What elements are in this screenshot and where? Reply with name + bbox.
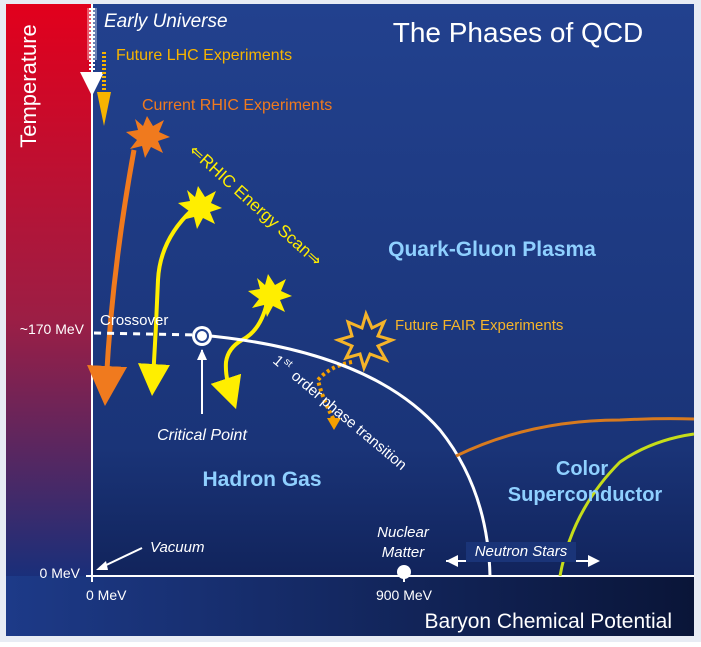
color-superconductor-line1: Color [556,458,608,480]
csc-boundary-line [455,417,695,458]
neutron-stars-right-arrow-icon [588,555,600,567]
energy-scan-trajectory-2 [210,297,270,410]
lhc-arrowhead [97,92,111,126]
x-tick-label-900: 900 MeV [376,587,433,603]
nuclear-matter-marker-icon [397,565,411,579]
crossover-label: Crossover [100,312,168,329]
energy-scan-trajectory-1 [137,208,194,396]
fair-arrowhead [327,418,341,430]
diagram-title: The Phases of QCD [393,17,644,48]
current-rhic-label: Current RHIC Experiments [142,97,332,114]
rhic-starburst-icon [126,116,170,158]
early-universe-label: Early Universe [104,11,228,32]
energy-scan-starburst-2-icon [248,274,292,317]
future-lhc-label: Future LHC Experiments [116,47,292,64]
energy-scan-starburst-1-icon [178,186,222,229]
x-tick-label-0: 0 MeV [86,587,127,603]
crossover-line [93,331,201,337]
color-superconductor-line2: Superconductor [508,484,663,506]
quark-gluon-plasma-label: Quark-Gluon Plasma [388,238,596,261]
critical-point-label: Critical Point [157,427,247,444]
y-tick-label-170: ~170 MeV [20,321,85,337]
critical-point-pointer-head [197,349,207,360]
neutron-stars-label-bg [466,542,576,562]
nuclear-matter-line1: Nuclear [377,524,430,541]
x-axis-label: Baryon Chemical Potential [425,610,672,633]
critical-point-marker-icon [192,326,212,346]
temperature-bar [6,4,92,576]
fair-starburst-icon [333,309,397,373]
first-order-transition-line [199,333,492,577]
y-axis-label: Temperature [16,24,41,148]
hadron-gas-label: Hadron Gas [202,468,321,491]
early-universe-arrowhead [80,72,104,96]
vacuum-pointer [99,547,143,569]
vacuum-label: Vacuum [150,539,204,556]
x-axis-band [6,576,694,636]
vacuum-pointer-head [96,561,108,570]
plot-background [6,4,694,636]
rhic-trajectory [87,149,137,406]
neutron-stars-label: Neutron Stars [475,543,568,560]
y-tick-label-0: 0 MeV [40,565,81,581]
nuclear-matter-line2: Matter [382,544,426,561]
future-fair-label: Future FAIR Experiments [395,317,563,334]
neutron-stars-left-arrow-icon [446,555,458,567]
critical-point-ring [195,329,209,343]
